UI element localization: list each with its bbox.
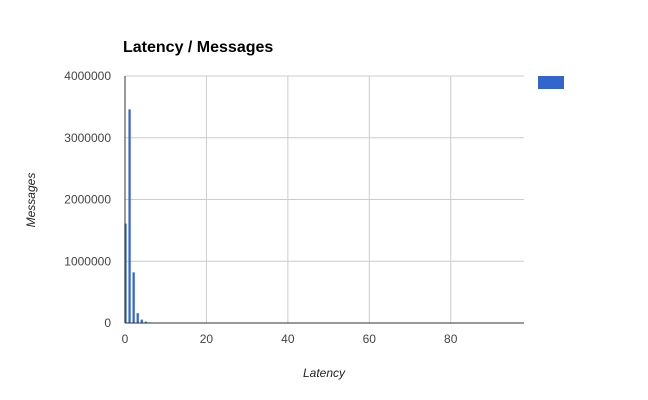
bar <box>140 319 143 323</box>
bar <box>144 321 147 323</box>
bar <box>132 272 135 323</box>
x-axis-title: Latency <box>303 366 346 380</box>
x-tick-label: 20 <box>200 332 214 346</box>
bars <box>124 109 209 323</box>
y-axis-title: Messages <box>24 173 38 228</box>
gridlines <box>125 75 524 323</box>
y-tick-label: 0 <box>104 316 111 330</box>
y-tick-label: 1000000 <box>64 254 111 268</box>
bar <box>136 313 139 323</box>
x-tick-labels: 0 20 40 60 80 <box>122 332 458 346</box>
y-tick-labels: 0 1000000 2000000 3000000 4000000 <box>64 69 111 330</box>
bar <box>128 109 131 323</box>
y-tick-label: 4000000 <box>64 69 111 83</box>
x-tick-label: 0 <box>122 332 129 346</box>
x-tick-label: 40 <box>281 332 295 346</box>
axes <box>124 76 524 324</box>
x-tick-label: 80 <box>444 332 458 346</box>
y-tick-label: 2000000 <box>64 193 111 207</box>
y-tick-label: 3000000 <box>64 131 111 145</box>
chart-title: Latency / Messages <box>123 39 273 56</box>
legend-swatch <box>538 76 564 89</box>
x-tick-label: 60 <box>363 332 377 346</box>
